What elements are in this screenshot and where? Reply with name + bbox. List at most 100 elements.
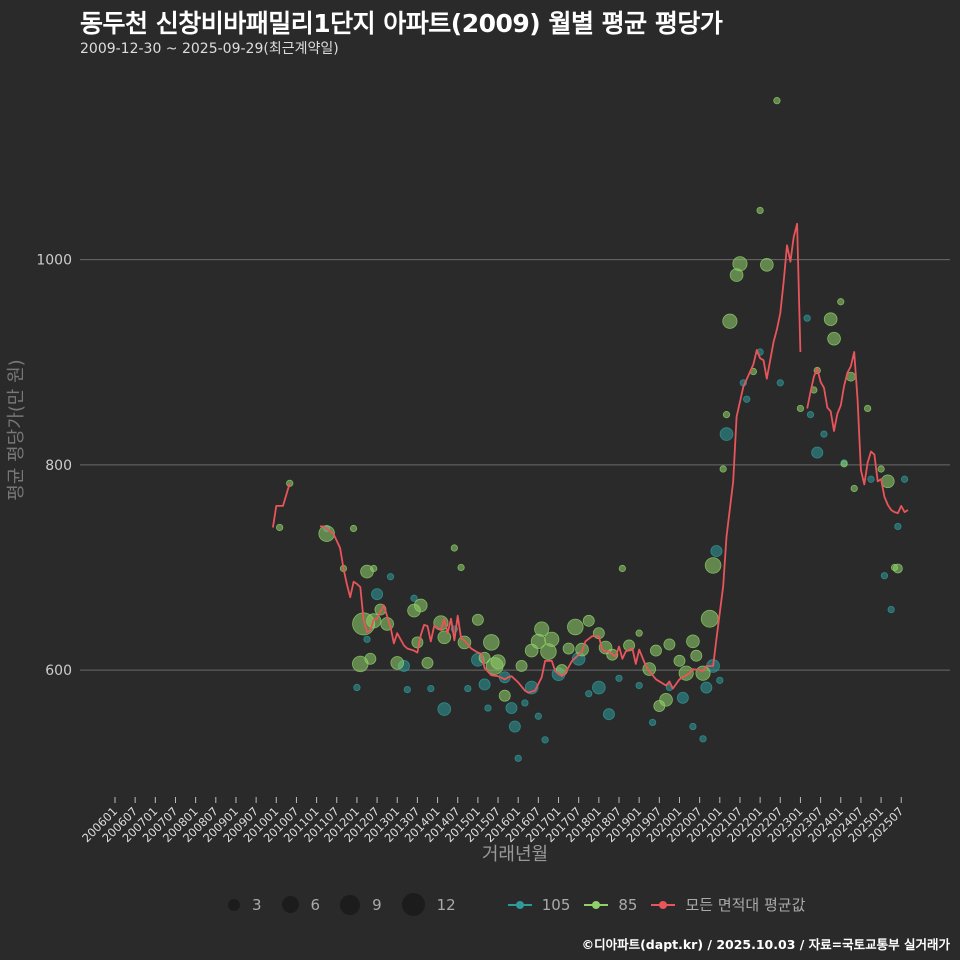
bubble-105 [514, 754, 522, 762]
bubble-85 [498, 689, 511, 702]
size-legend-3 [228, 898, 240, 911]
size-legend-label: 6 [310, 895, 321, 914]
bubble-85 [837, 298, 845, 306]
bubble-105 [464, 684, 472, 693]
bubble-85 [364, 652, 377, 665]
source-credit: ©디아파트(dapt.kr) / 2025.10.03 / 자료=국토교통부 실… [581, 937, 950, 952]
bubble-85 [318, 525, 335, 542]
bubble-85 [864, 404, 872, 413]
bubble-85 [732, 256, 748, 272]
y-tick-label: 800 [45, 458, 72, 474]
bubble-105 [635, 681, 643, 690]
bubble-85 [390, 656, 405, 670]
bubble-105 [363, 635, 371, 643]
bubble-85 [411, 636, 424, 649]
bubble-85 [840, 460, 848, 468]
bubble-85 [650, 644, 662, 657]
legend: 3 6 9 12 105 85 모든 면적대 평균값 [228, 893, 825, 916]
bubble-85 [544, 631, 560, 647]
chart-title: 동두천 신창비바패밀리1단지 아파트(2009) 월별 평균 평당가 [80, 9, 723, 38]
bubble-85 [663, 638, 676, 651]
bubble-85 [582, 614, 595, 627]
y-tick-label: 600 [45, 663, 72, 679]
bubble-105 [386, 573, 395, 581]
bubble-105 [803, 314, 811, 322]
bubble-85 [413, 598, 428, 613]
bubble-85 [471, 613, 484, 626]
bubble-85 [756, 206, 764, 215]
legend-85-label: 85 [618, 895, 638, 914]
bubble-105 [437, 702, 452, 716]
bubble-85 [659, 693, 673, 707]
bubble-105 [541, 736, 549, 744]
bubble-85 [635, 629, 643, 637]
bubble-85 [562, 642, 575, 655]
bubble-105 [534, 712, 542, 720]
chart-subtitle: 2009-12-30 ~ 2025-09-29(최근계약일) [80, 41, 339, 57]
bubble-85 [457, 563, 465, 572]
size-legend-9 [340, 894, 361, 915]
bubble-105 [478, 678, 491, 691]
bubble-85 [450, 544, 458, 552]
bubble-85 [704, 557, 722, 574]
x-axis-title: 거래년월 [482, 844, 548, 865]
bubble-105 [820, 430, 828, 438]
bubble-105 [811, 446, 824, 459]
bubble-105 [648, 718, 657, 727]
bubble-85 [567, 618, 584, 636]
bubble-85 [349, 524, 358, 533]
bubble-85 [686, 634, 700, 649]
bubble-105 [900, 475, 909, 483]
bubble-105 [716, 676, 724, 684]
bubble-105 [710, 545, 723, 558]
bubble-105 [700, 681, 713, 694]
bubble-85 [286, 479, 294, 487]
bubble-85 [760, 258, 774, 272]
bubble-85 [690, 649, 703, 662]
bubble-85 [722, 313, 738, 329]
bubble-85 [437, 630, 452, 645]
bubble-105 [689, 722, 697, 731]
bubble-85 [515, 660, 528, 672]
legend-85-swatch [584, 900, 609, 909]
bubble-105 [776, 379, 784, 387]
bubble-85 [722, 411, 731, 419]
size-legend-label: 3 [252, 895, 262, 914]
size-legend-6 [281, 896, 299, 913]
bubble-105 [880, 572, 889, 580]
bubble-85 [534, 621, 550, 637]
bubble-105 [676, 691, 689, 704]
bubble-85 [700, 609, 719, 628]
bubble-85 [719, 465, 727, 473]
mean-price-line [320, 222, 802, 694]
legend-mean-label: 모든 면적대 평균값 [685, 896, 806, 914]
bubble-105 [484, 704, 492, 712]
bubble-105 [887, 605, 895, 614]
bubble-105 [403, 685, 411, 694]
bubble-105 [505, 702, 518, 714]
bubble-105 [806, 411, 815, 419]
bubble-85 [877, 465, 885, 473]
mean-price-line [806, 351, 909, 514]
bubble-85 [370, 564, 378, 573]
bubble-105 [585, 690, 593, 698]
bubble-105 [615, 674, 623, 682]
y-tick-label: 1000 [36, 253, 72, 269]
legend-mean-swatch [651, 900, 676, 909]
bubble-85 [823, 312, 838, 326]
legend-105-swatch [507, 900, 532, 909]
size-legend-12 [401, 893, 425, 916]
bubble-105 [719, 427, 734, 441]
bubble-85 [618, 564, 626, 573]
bubble-105 [867, 475, 875, 483]
bubble-105 [699, 735, 707, 743]
size-legend-label: 12 [436, 895, 456, 914]
bubble-105 [371, 588, 384, 601]
bubble-105 [521, 699, 529, 707]
bubble-85 [796, 404, 805, 413]
bubble-85 [892, 563, 903, 574]
bubble-105 [410, 594, 418, 602]
mean-price-line [272, 483, 291, 528]
bubble-105 [592, 680, 606, 695]
